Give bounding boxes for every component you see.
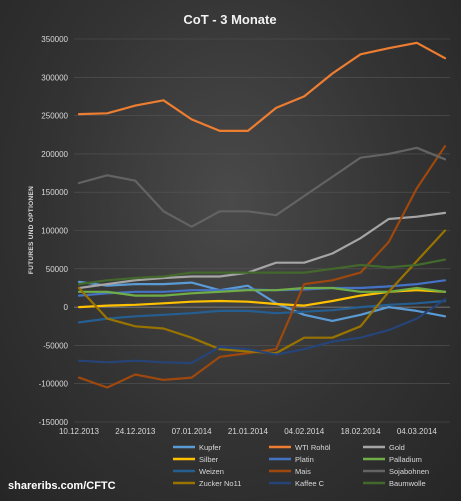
series-line-kaffee-c xyxy=(77,298,447,365)
series-line-baumwolle xyxy=(77,258,447,286)
y-tick-label: 0 xyxy=(64,303,69,312)
series-line-sojabohnen xyxy=(77,146,447,228)
x-tick-label: 18.02.2014 xyxy=(341,427,382,436)
legend-label-gold: Gold xyxy=(389,443,405,452)
x-tick-label: 10.12.2013 xyxy=(59,427,100,436)
legend: Kupfer WTI Rohöl Gold Silber Platin Palladium… xyxy=(173,443,429,488)
legend-label-platin: Platin xyxy=(295,455,314,464)
y-tick-label: 100000 xyxy=(41,227,68,236)
legend-label-kaffee-c: Kaffee C xyxy=(295,479,325,488)
y-tick-label: 200000 xyxy=(41,150,68,159)
chart-title: CoT - 3 Monate xyxy=(183,12,276,27)
grid-lines xyxy=(74,38,450,423)
x-tick-label: 07.01.2014 xyxy=(172,427,213,436)
legend-label-sojabohnen: Sojabohnen xyxy=(389,467,429,476)
legend-label-zucker-no11: Zucker No11 xyxy=(199,479,241,488)
series-lines xyxy=(77,41,447,389)
legend-label-kupfer: Kupfer xyxy=(199,443,222,452)
y-tick-label: -150000 xyxy=(39,418,69,427)
x-tick-label: 24.12.2013 xyxy=(115,427,156,436)
y-tick-label: 300000 xyxy=(41,73,68,82)
legend-label-mais: Mais xyxy=(295,467,311,476)
legend-label-weizen: Weizen xyxy=(199,467,224,476)
y-tick-label: 50000 xyxy=(46,265,69,274)
series-line-palladium xyxy=(77,286,447,297)
x-tick-label: 04.03.2014 xyxy=(397,427,438,436)
y-tick-label: -50000 xyxy=(43,341,68,350)
x-axis-ticks: 10.12.2013 24.12.2013 07.01.2014 21.01.2014… xyxy=(59,427,437,436)
series-line-wti-roh-l xyxy=(77,41,447,132)
y-axis-ticks: 350000 300000 250000 200000 150000 100000 5000… xyxy=(39,35,69,427)
source-credit: shareribs.com/CFTC xyxy=(8,480,116,492)
legend-label-wti-roh-l: WTI Rohöl xyxy=(295,443,331,452)
y-tick-label: -100000 xyxy=(39,380,69,389)
legend-label-baumwolle: Baumwolle xyxy=(389,479,426,488)
y-tick-label: 150000 xyxy=(41,188,68,197)
y-axis-label: FUTURES UND OPTIONEN xyxy=(28,186,35,274)
series-line-kupfer xyxy=(77,280,447,322)
series-line-gold xyxy=(77,211,447,290)
x-tick-label: 21.01.2014 xyxy=(228,427,269,436)
legend-label-palladium: Palladium xyxy=(389,455,422,464)
y-tick-label: 250000 xyxy=(41,112,68,121)
y-tick-label: 350000 xyxy=(41,35,68,44)
series-line-weizen xyxy=(77,299,447,324)
legend-label-silber: Silber xyxy=(199,455,219,464)
x-tick-label: 04.02.2014 xyxy=(284,427,325,436)
